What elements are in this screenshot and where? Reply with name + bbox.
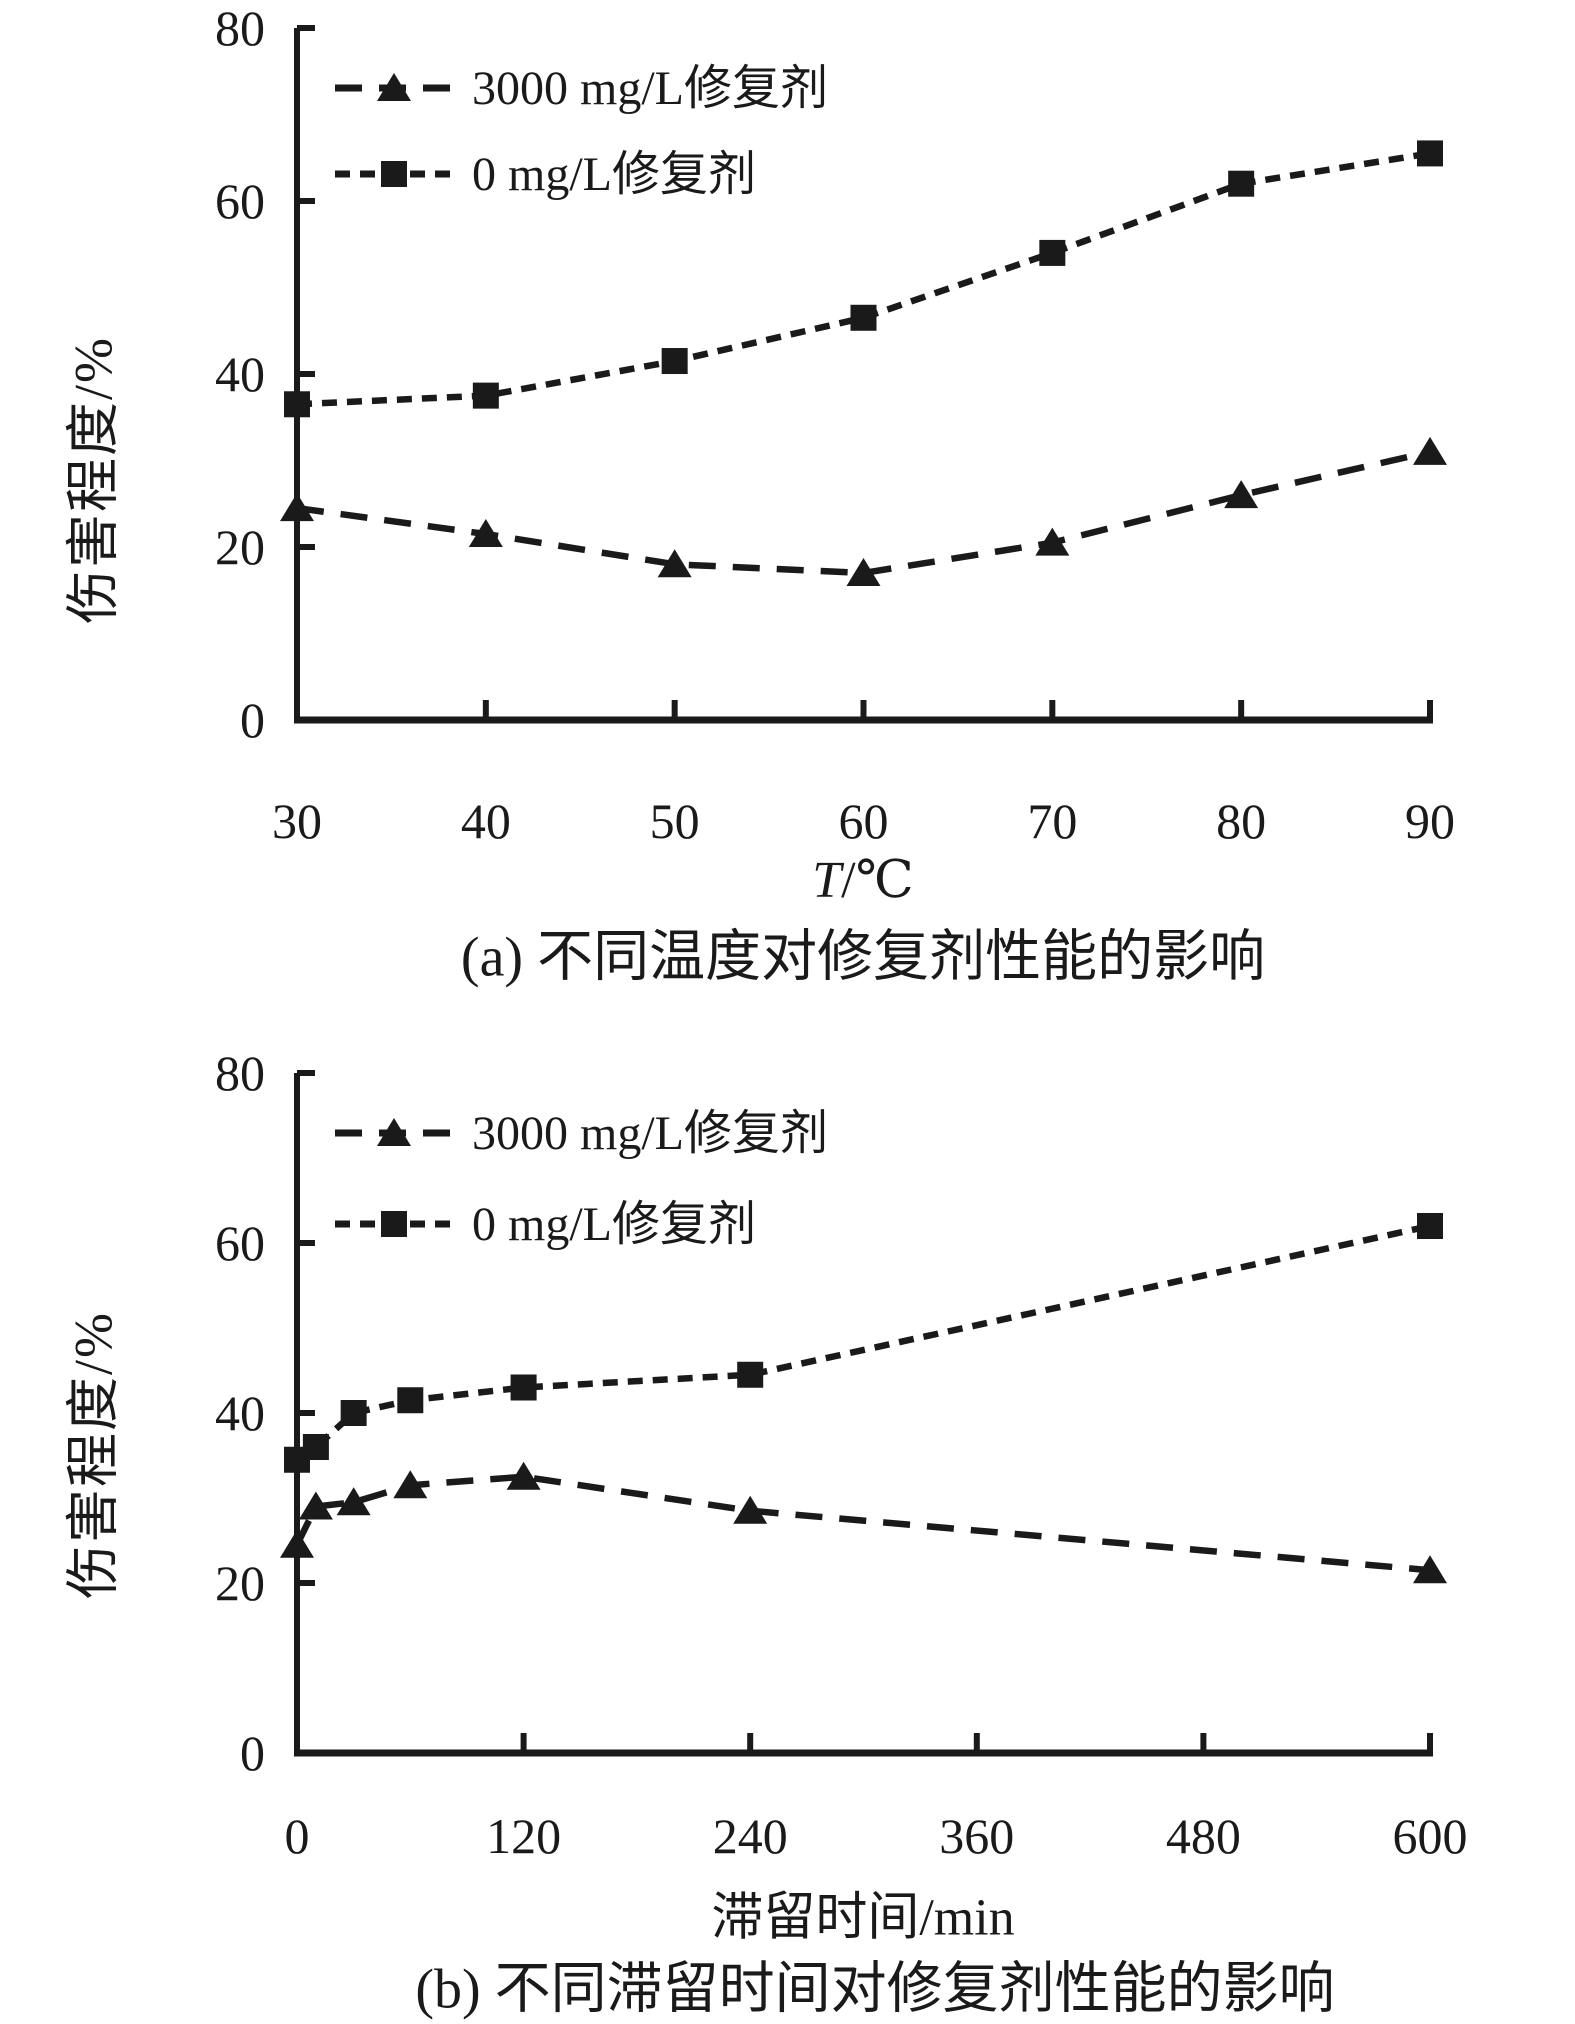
caption-panel-a: (a) 不同温度对修复剂性能的影响 [460, 926, 1266, 989]
data-point-b-square [737, 1361, 764, 1388]
data-point-a-triangle [1413, 436, 1447, 465]
x-axis-title-a: T/℃ [812, 850, 914, 910]
data-point-a-triangle [1224, 480, 1259, 509]
legend-label-a-square: 0 mg/L修复剂 [472, 148, 756, 201]
y-tick-label-a: 40 [215, 346, 265, 402]
x-tick-label-a: 60 [839, 793, 889, 849]
data-point-b-triangle [506, 1461, 541, 1490]
x-axis-title-a-symbol: T [812, 852, 842, 909]
x-tick-label-b: 480 [1166, 1808, 1241, 1864]
x-tick-label-a: 90 [1405, 793, 1455, 849]
caption-panel-b: (b) 不同滞留时间对修复剂性能的影响 [415, 1958, 1335, 2021]
x-tick-label-b: 240 [713, 1808, 788, 1864]
x-tick-label-a: 40 [461, 793, 511, 849]
data-point-a-square [472, 382, 499, 409]
data-point-a-triangle [280, 493, 314, 522]
y-tick-label-b: 20 [215, 1555, 265, 1611]
legend-marker-a-triangle [377, 73, 411, 101]
series-line-b-triangle [294, 1473, 1431, 1574]
data-point-b-square [302, 1434, 329, 1460]
series-line-a-square [296, 150, 1431, 408]
data-point-a-square [1039, 239, 1066, 266]
data-point-a-square [284, 391, 310, 418]
data-point-b-triangle [1413, 1555, 1447, 1584]
chart-panel-a: 0 20 40 60 80 30 40 50 60 70 80 90 3000 mg/L修复剂 0 mg/… [215, 0, 1455, 849]
data-point-b-triangle [336, 1487, 371, 1516]
data-point-a-square [850, 304, 877, 331]
data-point-a-triangle [1035, 527, 1070, 556]
x-tick-label-b: 600 [1393, 1808, 1468, 1864]
data-point-b-square [510, 1374, 537, 1401]
legend-label-b-triangle: 3000 mg/L修复剂 [472, 1107, 828, 1160]
data-point-a-square [1228, 170, 1255, 197]
legend-marker-a-square [381, 161, 407, 187]
series-line-b-square [295, 1222, 1431, 1463]
y-tick-label-b: 60 [215, 1215, 265, 1271]
y-axis-label-a: 伤害程度/% [63, 336, 124, 624]
x-tick-label-a: 80 [1216, 793, 1266, 849]
x-tick-label-b: 0 [285, 1808, 310, 1864]
y-tick-label-a: 80 [215, 0, 265, 56]
data-point-b-triangle [393, 1470, 428, 1499]
data-point-a-triangle [468, 519, 503, 548]
x-axis-title-a-unit: /℃ [841, 852, 914, 909]
data-point-a-square [661, 348, 688, 375]
y-tick-label-a: 60 [215, 173, 265, 229]
data-point-a-square [1417, 140, 1443, 167]
data-point-a-triangle [846, 557, 881, 586]
x-tick-label-a: 30 [272, 793, 322, 849]
y-axis-label-b: 伤害程度/% [63, 1311, 124, 1599]
y-tick-label-a: 0 [240, 692, 265, 748]
legend-label-a-triangle: 3000 mg/L修复剂 [472, 62, 828, 115]
x-tick-label-a: 70 [1027, 793, 1077, 849]
x-tick-label-b: 360 [939, 1808, 1014, 1864]
data-point-b-triangle [298, 1491, 333, 1520]
y-tick-label-b: 80 [215, 1045, 265, 1101]
data-point-b-triangle [280, 1529, 314, 1558]
chart-panel-b: 0 20 40 60 80 0 120 240 360 480 600 3000 mg/L修复剂 0 m… [215, 1045, 1468, 1864]
x-tick-label-b: 120 [486, 1808, 561, 1864]
legend-label-b-square: 0 mg/L修复剂 [472, 1198, 756, 1251]
data-point-b-square [340, 1400, 367, 1426]
y-tick-label-a: 20 [215, 519, 265, 575]
x-axis-title-b: 滞留时间/min [711, 1889, 1015, 1947]
legend-marker-b-triangle [377, 1118, 411, 1146]
x-tick-label-a: 50 [650, 793, 700, 849]
legend-marker-b-square [381, 1211, 407, 1237]
series-line-a-triangle [296, 448, 1431, 577]
y-tick-label-b: 40 [215, 1385, 265, 1441]
data-point-b-square [397, 1387, 424, 1414]
y-tick-label-b: 0 [240, 1725, 265, 1781]
data-point-a-triangle [657, 549, 692, 578]
data-point-b-square [1417, 1213, 1443, 1239]
data-point-b-triangle [733, 1495, 768, 1524]
